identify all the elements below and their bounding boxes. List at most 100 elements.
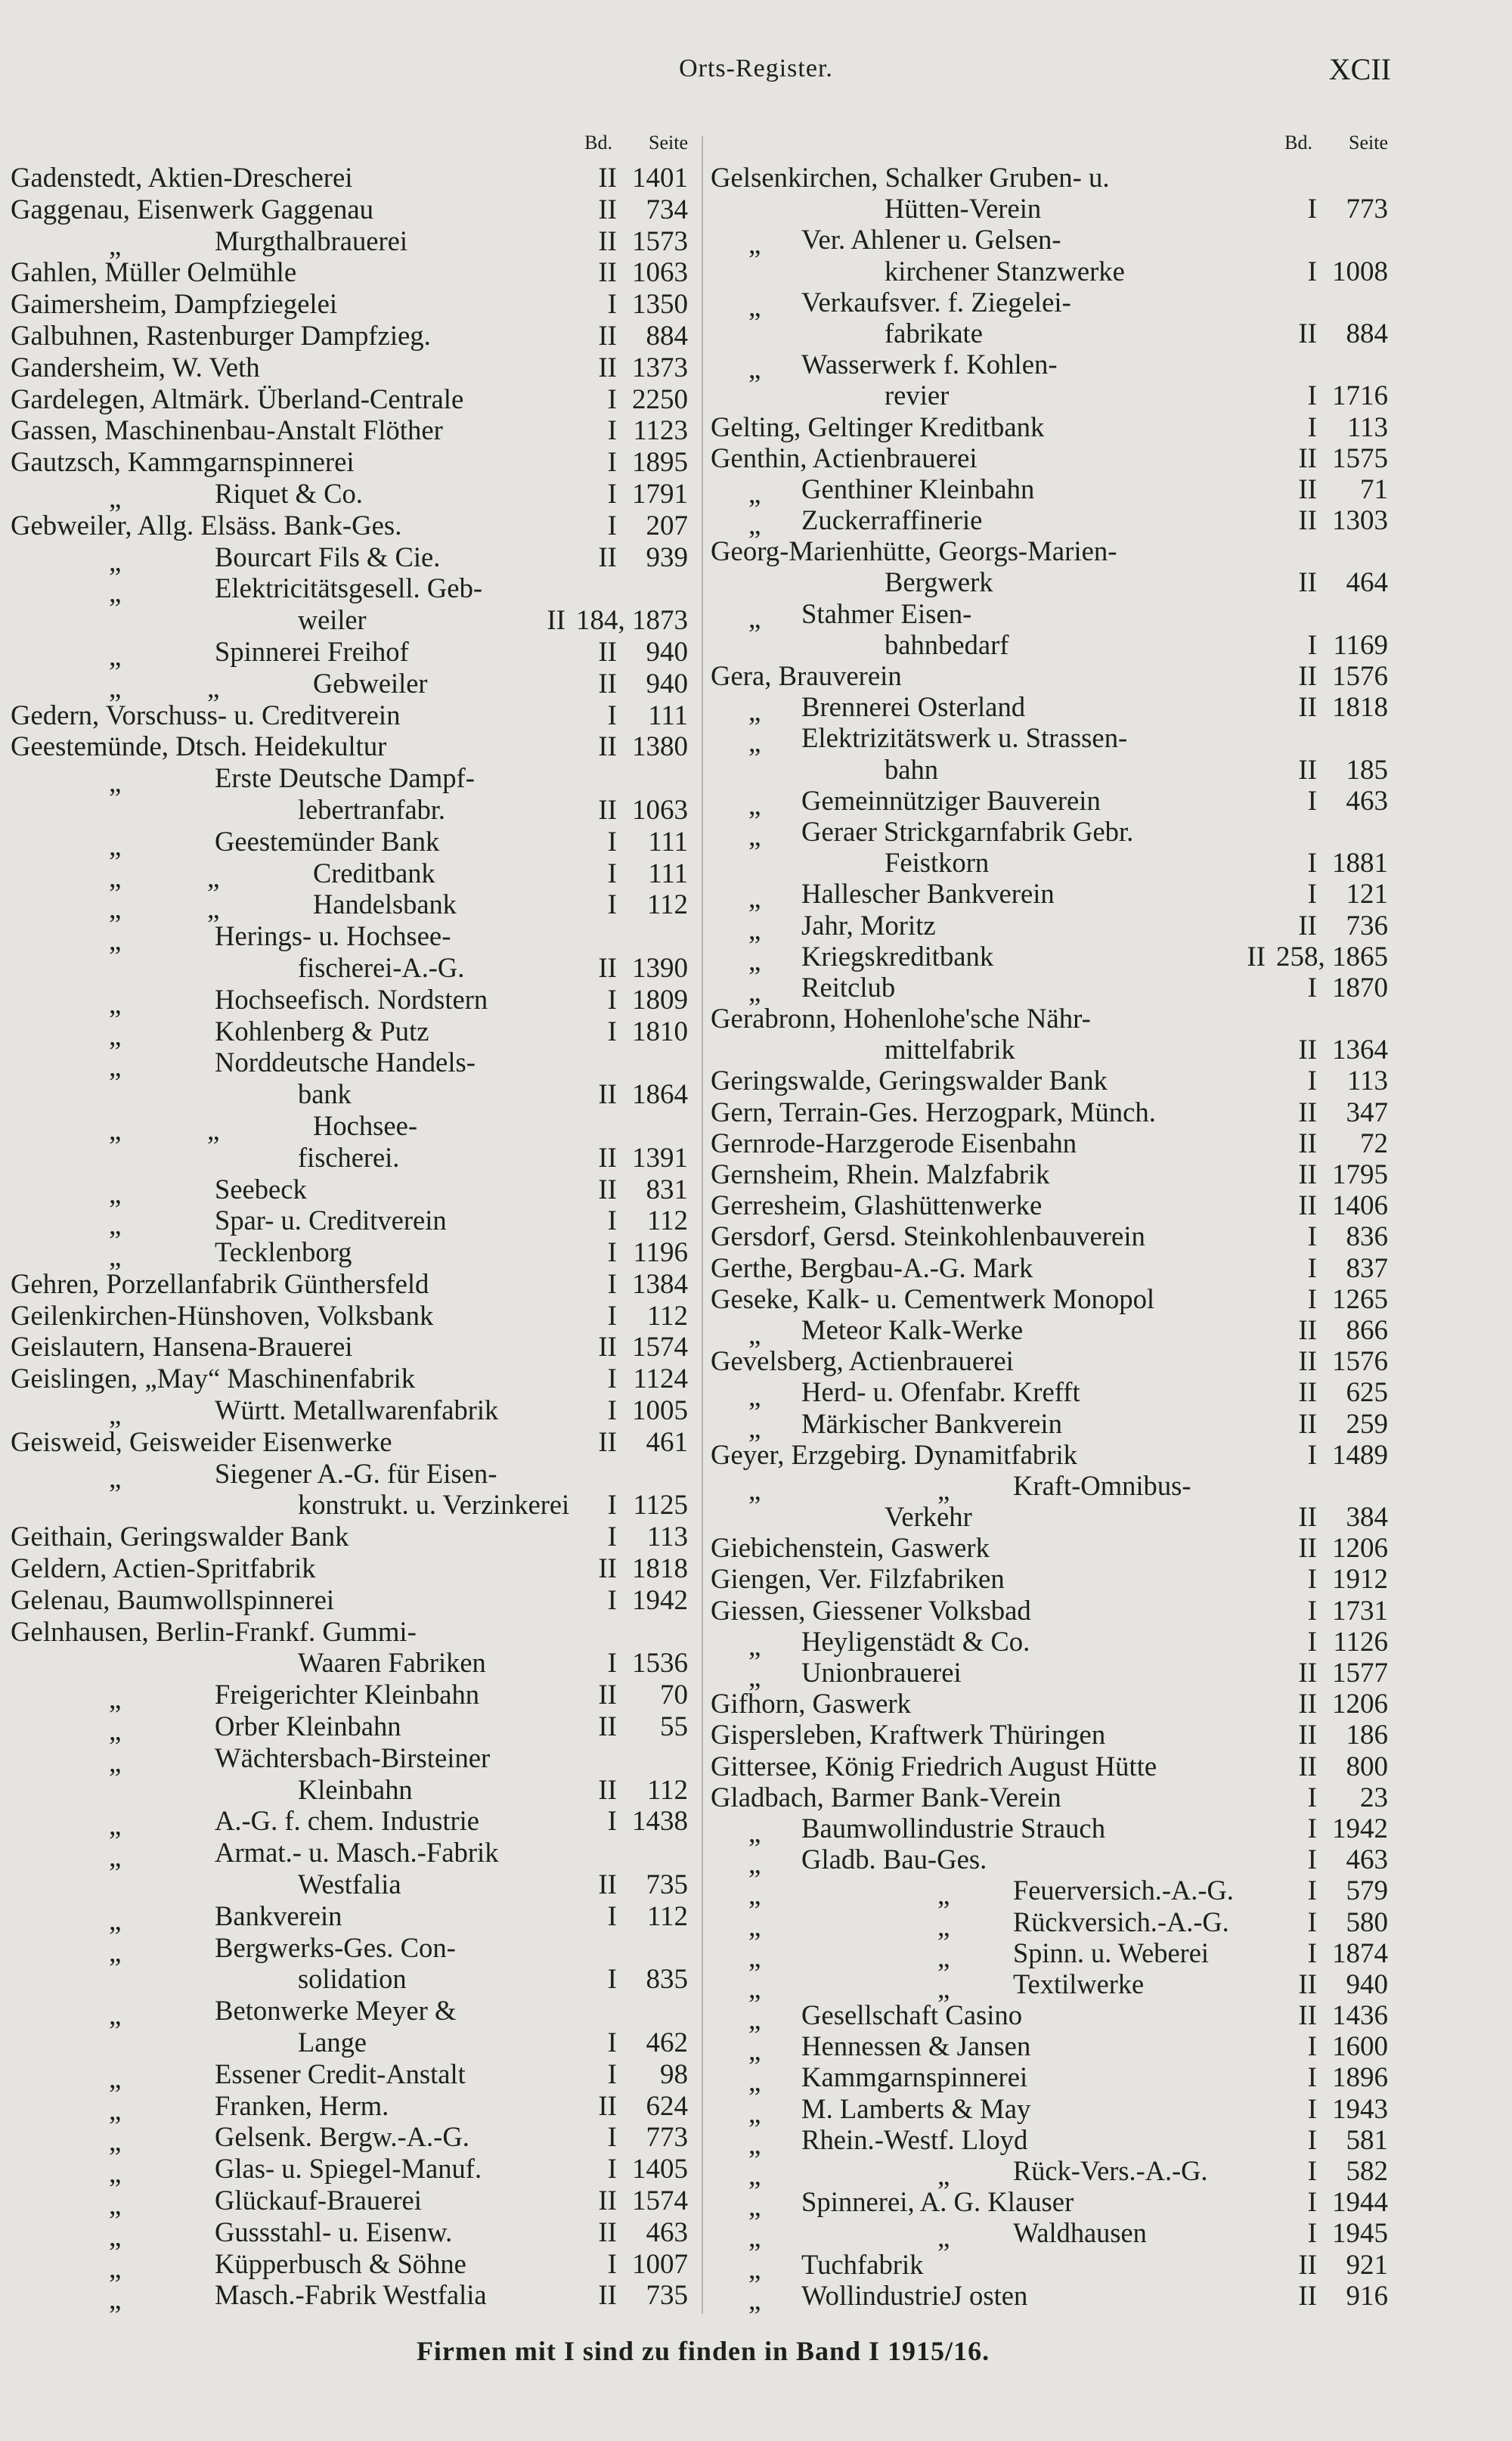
ditto-mark: „ bbox=[109, 482, 122, 514]
entry-text: Geldern, Actien-Spritfabrik bbox=[11, 1553, 316, 1585]
index-entry-line: „ Elektrizitätswerk u. Strassen- bbox=[711, 722, 1388, 758]
index-entry-line: Hütten-Verein I 773 bbox=[711, 193, 1389, 225]
page-reference: 1406 bbox=[1332, 1190, 1388, 1222]
entry-text: Verkaufsver. f. Ziegelei- bbox=[801, 287, 1071, 318]
index-entry-line: „ „ Creditbank I 111 bbox=[11, 858, 688, 894]
index-entry-line: „ Erste Deutsche Dampf- bbox=[11, 762, 688, 799]
entry-text: fischerei-A.-G. bbox=[298, 952, 465, 984]
entry-text: Wächtersbach-Birsteiner bbox=[215, 1742, 491, 1774]
page-reference: 1169 bbox=[1333, 629, 1388, 661]
entry-text: Gassen, Maschinenbau-Anstalt Flöther bbox=[11, 415, 443, 447]
index-entry-line: „ Glas- u. Spiegel-Manuf. I 1405 bbox=[11, 2153, 688, 2189]
entry-text: Waaren Fabriken bbox=[298, 1648, 486, 1680]
ditto-mark: „ bbox=[937, 2222, 950, 2254]
volume-number: I bbox=[1307, 1283, 1317, 1315]
ditto-mark: „ bbox=[748, 2036, 761, 2067]
entry-text: Ver. Ahlener u. Gelsen- bbox=[801, 225, 1061, 256]
volume-number: II bbox=[1298, 754, 1317, 786]
entry-text: Bergwerk bbox=[885, 567, 993, 599]
index-entry-line: Galbuhnen, Rastenburger Dampfzieg. II 884 bbox=[11, 320, 688, 352]
right-column: Bd. Seite Gelsenkirchen, Schalker Gruben… bbox=[711, 129, 1389, 2316]
ditto-mark: „ bbox=[748, 229, 761, 261]
page-reference: 1573 bbox=[632, 225, 688, 257]
index-entry-line: Gerthe, Bergbau-A.-G. Mark I 837 bbox=[711, 1252, 1388, 1284]
entry-text: Geringswalde, Geringswalder Bank bbox=[711, 1065, 1108, 1097]
entry-text: Gaimersheim, Dampfziegelei bbox=[11, 289, 338, 321]
index-entry-line: Gaimersheim, Dampfziegelei I 1350 bbox=[11, 288, 688, 320]
volume-number: I bbox=[607, 1490, 617, 1521]
volume-number: I bbox=[607, 1268, 617, 1300]
index-entry-line: kirchener Stanzwerke I 1008 bbox=[711, 256, 1388, 287]
entry-text: Gera, Brauverein bbox=[711, 661, 902, 692]
page-reference: 1895 bbox=[632, 447, 688, 479]
ditto-mark: „ bbox=[748, 1973, 761, 2005]
entry-text: Tecklenborg bbox=[215, 1237, 352, 1269]
volume-number: I bbox=[1307, 785, 1317, 817]
entry-text: Gebweiler bbox=[313, 668, 428, 699]
ditto-mark: „ bbox=[748, 1942, 761, 1974]
volume-number: I bbox=[607, 1395, 617, 1427]
ditto-mark: „ bbox=[109, 830, 122, 862]
page-reference: 1576 bbox=[1332, 1346, 1388, 1378]
seite-header: Seite bbox=[1349, 132, 1388, 154]
entry-text: Spinnerei, A. G. Klauser bbox=[801, 2187, 1074, 2219]
page-reference: 113 bbox=[646, 1521, 688, 1553]
index-entry-line: Geseke, Kalk- u. Cementwerk Monopol I 1265 bbox=[711, 1283, 1388, 1315]
page-reference: 462 bbox=[646, 2027, 689, 2059]
ditto-mark: „ bbox=[748, 2253, 761, 2285]
volume-number: II bbox=[1298, 1190, 1317, 1222]
entry-text: bank bbox=[298, 1079, 352, 1111]
ditto-mark: „ bbox=[937, 1911, 950, 1943]
entry-text: Rückversich.-A.-G. bbox=[1013, 1906, 1229, 1938]
index-entry-line: Geisweid, Geisweider Eisenwerke II 461 bbox=[11, 1426, 688, 1458]
page-reference: 1809 bbox=[632, 984, 688, 1016]
volume-number: I bbox=[607, 889, 617, 921]
volume-number: I bbox=[607, 510, 617, 541]
index-entry-line: Kleinbahn II 112 bbox=[11, 1774, 688, 1806]
index-entry-line: „ Märkischer Bankverein II 259 bbox=[711, 1408, 1388, 1444]
ditto-mark: „ bbox=[748, 1382, 761, 1413]
volume-number: I bbox=[1307, 1252, 1317, 1284]
index-entry-line: Gernsheim, Rhein. Malzfabrik II 1795 bbox=[711, 1158, 1388, 1190]
index-entry-line: Genthin, Actienbrauerei II 1575 bbox=[711, 442, 1388, 474]
page-reference: 1536 bbox=[632, 1648, 688, 1680]
ditto-mark: „ bbox=[748, 478, 761, 510]
index-entry-line: „ „ Rück-Vers.-A.-G. I 582 bbox=[711, 2155, 1388, 2191]
entry-text: Küpperbusch & Söhne bbox=[215, 2248, 466, 2280]
volume-number: II bbox=[1298, 567, 1317, 599]
entry-text: Gifhorn, Gaswerk bbox=[711, 1689, 912, 1720]
page-reference: 1063 bbox=[632, 794, 688, 826]
page-reference: 581 bbox=[1346, 2124, 1389, 2156]
ditto-mark: „ bbox=[748, 883, 761, 915]
index-entry-line: Gerresheim, Glashüttenwerke II 1406 bbox=[711, 1189, 1388, 1222]
page-reference: 70 bbox=[660, 1680, 688, 1711]
page-reference: 939 bbox=[646, 541, 689, 573]
volume-number: II bbox=[598, 257, 617, 289]
volume-number: I bbox=[607, 2027, 617, 2059]
entry-text: Armat.- u. Masch.-Fabrik bbox=[215, 1838, 499, 1869]
volume-number: I bbox=[607, 1521, 617, 1553]
page-reference: 1576 bbox=[1332, 661, 1388, 692]
page-reference: 1401 bbox=[632, 163, 688, 194]
page-reference: 940 bbox=[646, 668, 689, 699]
ditto-mark: „ bbox=[748, 789, 761, 821]
page-reference: 773 bbox=[1346, 194, 1389, 225]
index-entry-line: Gladbach, Barmer Bank-Verein I 23 bbox=[711, 1782, 1388, 1813]
index-entry-line: fabrikate II 884 bbox=[711, 318, 1388, 349]
volume-number: I bbox=[607, 699, 617, 731]
page-reference: 113 bbox=[1346, 411, 1388, 443]
page-reference: 463 bbox=[646, 2216, 689, 2248]
index-entry-line: „ Hennessen & Jansen I 1600 bbox=[711, 2030, 1388, 2067]
ditto-mark: „ bbox=[748, 2005, 761, 2036]
ditto-mark: „ bbox=[109, 1052, 122, 1084]
entry-text: Handelsbank bbox=[313, 889, 457, 921]
volume-number: II bbox=[1298, 1751, 1317, 1782]
page-reference: 112 bbox=[646, 889, 688, 921]
volume-number: II bbox=[1298, 1502, 1317, 1534]
volume-number: I bbox=[607, 2154, 617, 2185]
index-entry-line: Gifhorn, Gaswerk II 1206 bbox=[711, 1688, 1388, 1720]
volume-number: II bbox=[1298, 1096, 1317, 1128]
page-reference: 1810 bbox=[632, 1016, 688, 1047]
volume-number: II bbox=[598, 1079, 617, 1111]
index-entry-line: „ Tuchfabrik II 921 bbox=[711, 2249, 1388, 2285]
